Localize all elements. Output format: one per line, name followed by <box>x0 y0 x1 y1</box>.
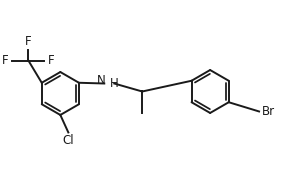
Text: F: F <box>48 54 55 67</box>
Text: Br: Br <box>262 105 275 118</box>
Text: Cl: Cl <box>63 135 74 147</box>
Text: H: H <box>110 77 119 90</box>
Text: F: F <box>2 54 8 67</box>
Text: F: F <box>25 35 32 48</box>
Text: N: N <box>97 74 106 87</box>
